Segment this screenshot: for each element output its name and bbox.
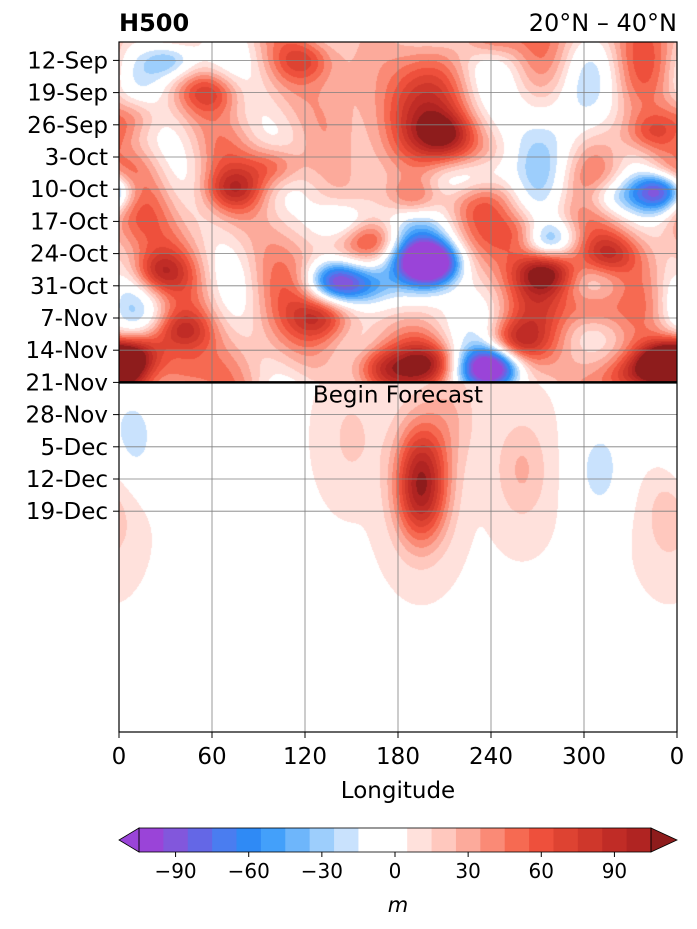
- x-axis-label: Longitude: [341, 778, 455, 804]
- colorbar-tick-label-6: 90: [602, 859, 627, 883]
- colorbar-over-arrow: [650, 827, 678, 853]
- y-tick-label-3: 3-Oct: [45, 145, 108, 171]
- colorbar-bin-3: [212, 828, 238, 852]
- colorbar-bin-5: [260, 828, 286, 852]
- y-tick-label-2: 26-Sep: [27, 113, 108, 139]
- colorbar-bin-11: [407, 828, 433, 852]
- chart-title-left: H500: [119, 9, 189, 37]
- colorbar-bin-9: [358, 828, 384, 852]
- x-axis: 0 60 120 180 240 300 0: [112, 732, 685, 770]
- x-tick-label-2: 120: [283, 744, 327, 770]
- colorbar-bin-6: [285, 828, 311, 852]
- colorbar-bin-17: [553, 828, 579, 852]
- colorbar-bin-10: [382, 828, 408, 852]
- y-tick-label-13: 12-Dec: [26, 467, 108, 493]
- colorbar-bin-8: [334, 828, 359, 852]
- colorbar-bin-7: [309, 828, 335, 852]
- y-tick-label-8: 7-Nov: [40, 306, 108, 332]
- colorbar-bin-12: [431, 828, 457, 852]
- y-tick-label-12: 5-Dec: [41, 435, 108, 461]
- x-tick-label-4: 240: [469, 744, 513, 770]
- colorbar-bin-15: [504, 828, 530, 852]
- y-tick-label-7: 31-Oct: [30, 274, 108, 300]
- y-axis: 12-Sep 19-Sep 26-Sep 3-Oct 10-Oct 17-Oct 24-Oc…: [26, 48, 119, 525]
- colorbar-bin-0: [139, 828, 164, 852]
- chart-title-right: 20°N – 40°N: [529, 9, 677, 37]
- y-tick-label-10: 21-Nov: [26, 370, 108, 396]
- y-tick-label-0: 12-Sep: [27, 48, 108, 74]
- y-tick-label-4: 10-Oct: [30, 177, 108, 203]
- y-tick-label-5: 17-Oct: [30, 209, 108, 235]
- x-tick-label-6: 0: [670, 744, 685, 770]
- x-tick-label-3: 180: [376, 744, 420, 770]
- colorbar-under-arrow: [118, 827, 140, 853]
- begin-forecast-annotation: Begin Forecast: [313, 382, 483, 408]
- colorbar-tick-label-3: 0: [389, 859, 402, 883]
- x-tick-label-0: 0: [112, 744, 127, 770]
- colorbar-bin-1: [163, 828, 189, 852]
- colorbar-bin-16: [529, 828, 554, 852]
- colorbar-bin-2: [187, 828, 213, 852]
- y-tick-label-9: 14-Nov: [26, 338, 108, 364]
- y-tick-label-11: 28-Nov: [26, 403, 108, 429]
- y-tick-label-6: 24-Oct: [30, 242, 108, 268]
- colorbar-bin-20: [626, 828, 652, 852]
- colorbar-tick-label-1: −60: [228, 859, 270, 883]
- colorbar-tick-label-0: −90: [154, 859, 196, 883]
- colorbar-tick-label-5: 60: [529, 859, 554, 883]
- colorbar-bin-19: [602, 828, 628, 852]
- x-tick-label-1: 60: [197, 744, 226, 770]
- forecast-start-marker: Begin Forecast: [119, 381, 677, 408]
- colorbar-tick-label-2: −30: [301, 859, 343, 883]
- y-tick-label-14: 19-Dec: [26, 499, 108, 525]
- colorbar-bin-4: [236, 828, 262, 852]
- colorbar: −90 −60 −30 0 30 60 90: [118, 827, 678, 883]
- colorbar-label: m: [388, 893, 408, 917]
- colorbar-bin-13: [455, 828, 481, 852]
- colorbar-bin-18: [577, 828, 603, 852]
- x-tick-label-5: 300: [562, 744, 606, 770]
- y-tick-label-1: 19-Sep: [27, 81, 108, 107]
- colorbar-bin-14: [480, 828, 506, 852]
- plot-area: [119, 42, 677, 732]
- colorbar-tick-label-4: 30: [455, 859, 480, 883]
